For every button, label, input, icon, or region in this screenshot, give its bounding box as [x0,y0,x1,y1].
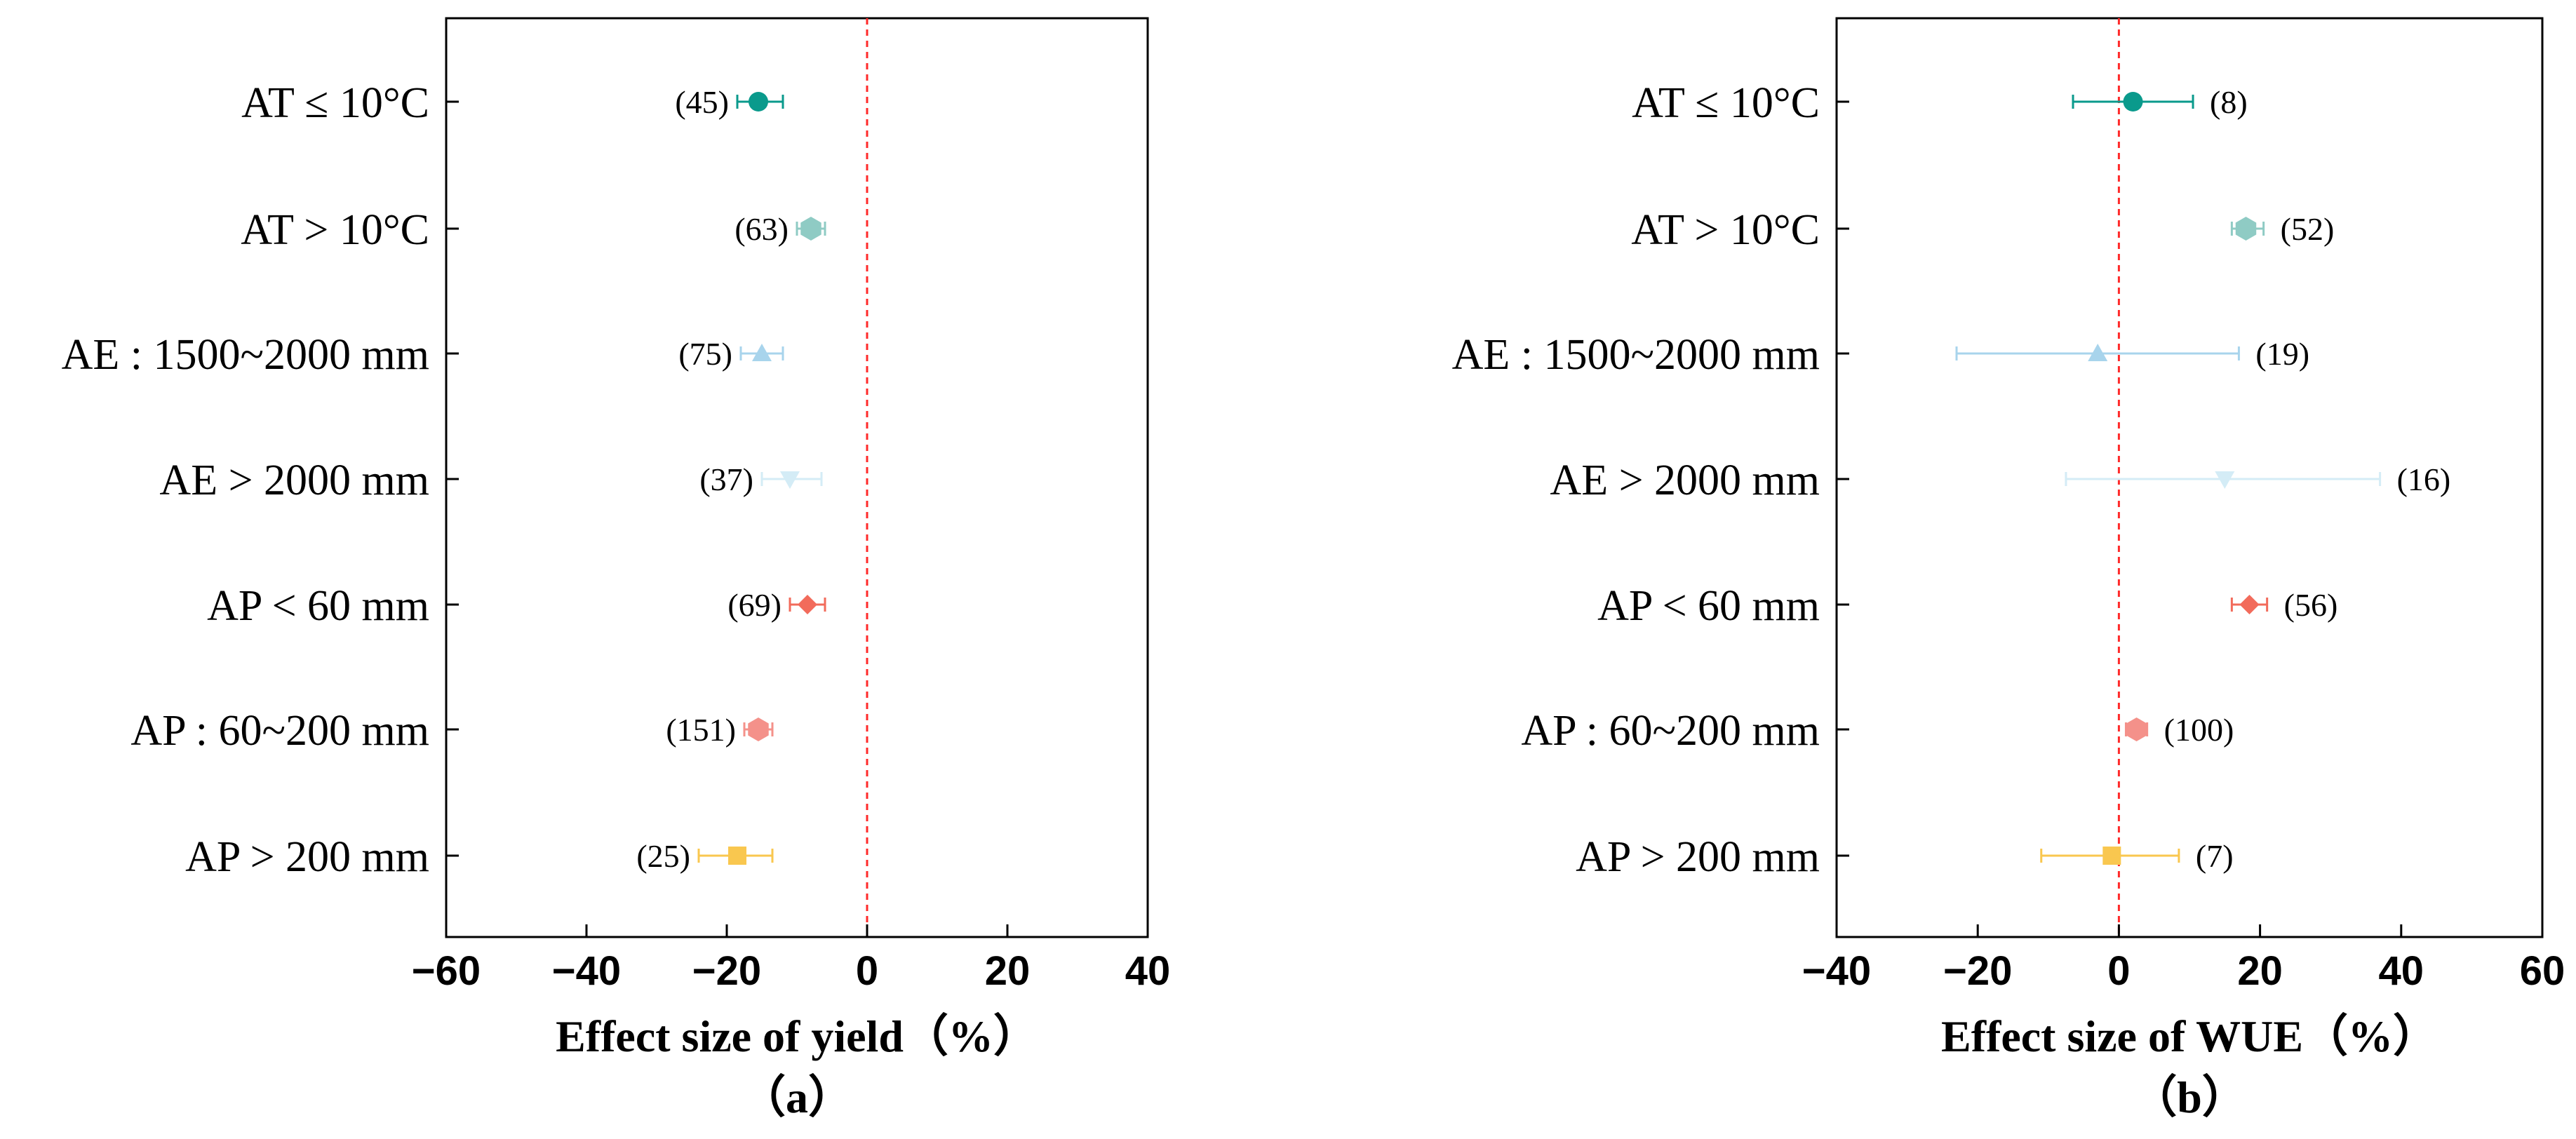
effect-point [752,344,772,361]
effect-point [780,471,800,489]
x-tick-label: −20 [692,948,761,994]
category-label: AE : 1500~2000 mm [1452,331,1820,379]
sample-size-label: (63) [734,211,789,247]
panel-label: （b） [2132,1072,2247,1122]
category-label: AE > 2000 mm [1550,457,1820,504]
effect-point [800,217,821,241]
panel-b: −40 −20 0 20 40 60 AT ≤ 10°C (8) AT > 10°C (52) AE… [1452,17,2565,1122]
effect-point [798,595,817,614]
effect-point [2235,217,2257,241]
effect-point [2102,847,2121,865]
x-tick-label: −40 [552,948,621,994]
category-label: AP : 60~200 mm [1521,707,1820,755]
category-label: AP : 60~200 mm [130,707,429,755]
effect-point [2239,595,2260,614]
sample-size-label: (75) [678,336,732,372]
sample-size-label: (8) [2210,84,2248,120]
sample-size-label: (37) [699,461,753,497]
sample-size-label: (16) [2397,461,2451,497]
x-axis-title: Effect size of yield（%） [556,1011,1038,1061]
sample-size-label: (19) [2255,336,2309,372]
panel-label: （a） [741,1072,853,1122]
effect-point [2123,92,2143,112]
x-tick-label: 0 [856,948,878,994]
plot-frame [445,17,1149,938]
sample-size-label: (25) [636,838,690,874]
plot-frame [1835,17,2544,938]
sample-size-label: (100) [2164,712,2234,748]
x-axis-title: Effect size of WUE（%） [1941,1011,2438,1061]
category-label: AP > 200 mm [1576,833,1820,881]
x-tick-label: 0 [2107,948,2130,994]
sample-size-label: (69) [727,587,781,623]
effect-point [748,717,769,741]
x-tick-label: 40 [2379,948,2424,994]
x-tick-label: −60 [412,948,481,994]
category-label: AE > 2000 mm [159,457,429,504]
category-label: AP > 200 mm [185,833,429,881]
sample-size-label: (45) [675,84,729,120]
effect-point [728,847,746,865]
x-tick-label: 20 [2237,948,2283,994]
category-label: AT > 10°C [241,206,429,254]
x-tick-label: −20 [1943,948,2012,994]
effect-point [2126,717,2147,741]
effect-point [749,92,768,112]
sample-size-label: (151) [666,712,736,748]
category-label: AP < 60 mm [1597,582,1820,630]
sample-size-label: (52) [2281,211,2335,247]
panel-a: −60 −40 −20 0 20 40 AT ≤ 10°C (45) AT > 10°C (63)… [62,17,1171,1122]
effect-point [2088,344,2108,361]
sample-size-label: (7) [2196,838,2234,874]
x-tick-label: −40 [1802,948,1871,994]
category-label: AP < 60 mm [207,582,429,630]
x-tick-label: 20 [985,948,1031,994]
category-label: AT > 10°C [1631,206,1820,254]
x-tick-label: 60 [2520,948,2565,994]
category-label: AE : 1500~2000 mm [62,331,429,379]
category-label: AT ≤ 10°C [241,79,429,127]
sample-size-label: (56) [2284,587,2338,623]
x-tick-label: 40 [1125,948,1171,994]
effect-point [2215,471,2235,489]
category-label: AT ≤ 10°C [1632,79,1820,127]
